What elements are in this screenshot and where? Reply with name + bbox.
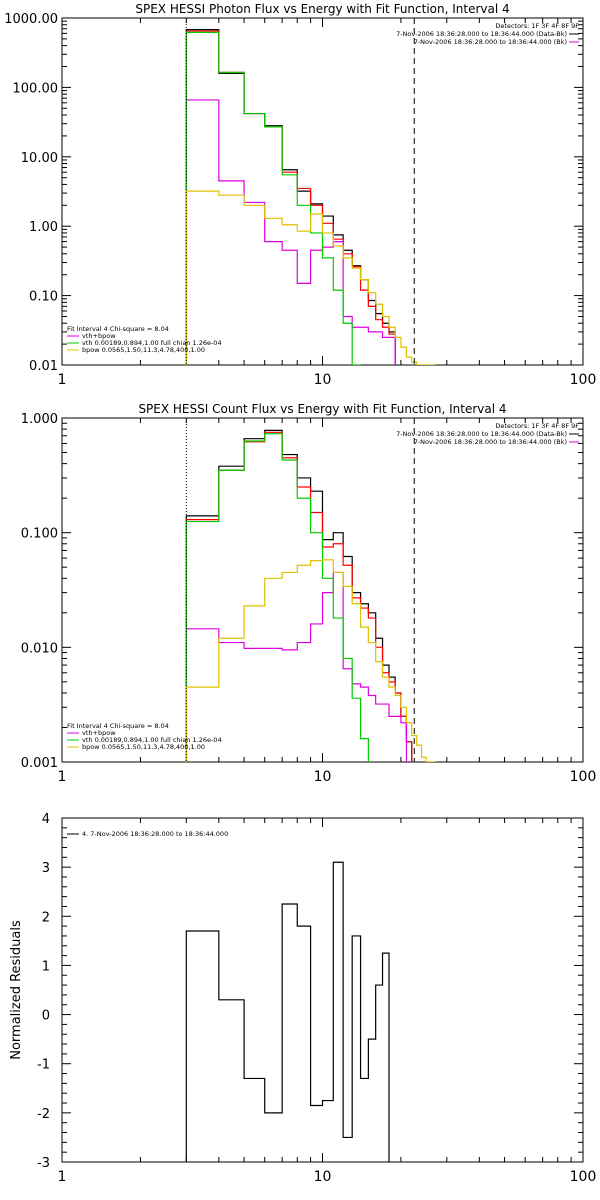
legend-right-text: Detectors: 1F 3F 4F 8F 9F — [495, 422, 579, 430]
x-tick-label: 1 — [58, 372, 67, 388]
y-tick-label: -1 — [37, 1058, 50, 1073]
y-tick-label: 2 — [42, 910, 50, 925]
y-tick-label: 0.010 — [21, 641, 58, 656]
y-tick-label: 4 — [42, 812, 50, 827]
y-tick-label: 1000.00 — [4, 12, 58, 27]
series-background — [185, 30, 396, 365]
series-data — [185, 29, 396, 365]
x-tick-label: 100 — [570, 372, 597, 388]
y-tick-label: 0 — [42, 1009, 50, 1024]
x-tick-label: 10 — [314, 769, 332, 785]
legend-left-text: bpow 0.0565,1.50,11.3,4.78,400,1.00 — [82, 346, 205, 354]
y-tick-label: -3 — [37, 1156, 50, 1171]
series-bpow — [185, 559, 436, 762]
y-tick-label: 0.10 — [29, 290, 58, 305]
series-total_fit — [185, 99, 396, 365]
y-tick-label: 1.000 — [21, 412, 58, 427]
plot-frame — [61, 17, 584, 366]
legend-right-text: 7-Nov-2006 18:36:28.000 to 18:36:44.000 … — [396, 430, 567, 438]
series-vth — [185, 31, 362, 365]
y-tick-label: 1 — [42, 959, 50, 974]
series-data — [185, 861, 390, 1162]
x-tick-label: 1 — [58, 769, 67, 785]
legend-right-text: Detectors: 1F 3F 4F 8F 9F — [495, 22, 579, 30]
legend-left-text: vth+bpow — [82, 332, 116, 340]
y-tick-label: 10.00 — [21, 151, 58, 166]
legend-left-text: Fit Interval 4 Chi-square = 8.04 — [67, 325, 169, 333]
series-vth — [185, 433, 369, 762]
legend-right-text: 7-Nov-2006 18:36:28.000 to 18:36:44.000 … — [414, 438, 567, 446]
chart-panel-1: SPEX HESSI Photon Flux vs Energy with Fi… — [4, 2, 596, 388]
plot-frame — [61, 817, 584, 1163]
y-tick-label: 0.01 — [29, 359, 58, 374]
legend-right-text: 7-Nov-2006 18:36:28.000 to 18:36:44.000 … — [414, 38, 567, 46]
legend-left-text: vth 0.00189,0.894,1.00 full chian 1.26e-… — [82, 736, 222, 744]
x-tick-label: 100 — [570, 769, 597, 785]
legend-left-text: bpow 0.0565,1.50,11.3,4.78,400,1.00 — [82, 743, 205, 751]
plot-frame — [61, 417, 584, 763]
chart-panel-2: SPEX HESSI Count Flux vs Energy with Fit… — [21, 402, 597, 785]
legend-left-text: 4. 7-Nov-2006 18:36:28.000 to 18:36:44.0… — [82, 830, 228, 838]
legend-left-text: Fit Interval 4 Chi-square = 8.04 — [67, 722, 169, 730]
legend-right-text: 7-Nov-2006 18:36:28.000 to 18:36:44.000 … — [396, 30, 567, 38]
series-background — [185, 431, 413, 762]
legend-left-text: vth+bpow — [82, 729, 116, 737]
chart-title: SPEX HESSI Count Flux vs Energy with Fit… — [138, 402, 506, 416]
chart-title: SPEX HESSI Photon Flux vs Energy with Fi… — [135, 2, 509, 16]
y-tick-label: 0.100 — [21, 527, 58, 542]
legend-left-text: vth 0.00189,0.894,1.00 full chian 1.26e-… — [82, 339, 222, 347]
x-tick-label: 10 — [314, 1169, 332, 1185]
x-tick-label: 1 — [58, 1169, 67, 1185]
x-tick-label: 100 — [570, 1169, 597, 1185]
y-tick-label: -2 — [37, 1107, 50, 1122]
y-tick-label: 100.00 — [13, 81, 59, 96]
series-group — [185, 861, 390, 1162]
y-tick-label: 0.001 — [21, 756, 58, 771]
series-group — [185, 429, 436, 762]
series-group — [185, 29, 436, 365]
y-axis-label: Normalized Residuals — [9, 920, 24, 1060]
y-tick-label: 3 — [42, 861, 50, 876]
series-data — [185, 429, 413, 762]
y-tick-label: 1.00 — [29, 220, 58, 235]
series-bpow — [185, 190, 436, 365]
x-tick-label: 10 — [314, 372, 332, 388]
chart-panel-3: 1 10 100 -3 -2 -1 0 1 2 3 4 Normalized Residuals 4. … — [9, 812, 596, 1185]
